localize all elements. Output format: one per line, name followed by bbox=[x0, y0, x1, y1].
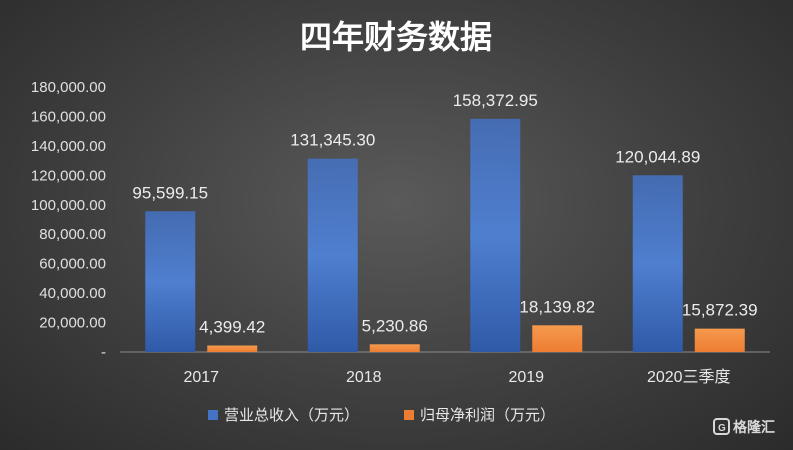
legend-label-net-profit: 归母净利润（万元） bbox=[420, 406, 555, 424]
data-label: 5,230.86 bbox=[362, 316, 428, 335]
y-tick-label: - bbox=[101, 344, 106, 361]
data-labels-group: 95,599.15 4,399.42 131,345.30 5,230.86 158,3… bbox=[132, 91, 757, 337]
x-axis: 2017 2018 2019 2020三季度 bbox=[120, 351, 770, 386]
chart-title: 四年财务数据 bbox=[300, 18, 492, 56]
y-tick-label: 40,000.00 bbox=[39, 285, 106, 302]
y-tick-label: 80,000.00 bbox=[39, 226, 106, 243]
data-label: 4,399.42 bbox=[199, 318, 265, 337]
legend: 营业总收入（万元） 归母净利润（万元） bbox=[208, 406, 555, 424]
x-tick-label: 2018 bbox=[346, 369, 382, 386]
bar-net-profit-2 bbox=[532, 325, 583, 352]
x-tick-label: 2020三季度 bbox=[647, 368, 731, 386]
y-tick-label: 120,000.00 bbox=[31, 167, 106, 184]
bar-revenue-3 bbox=[632, 175, 683, 352]
x-tick-label: 2019 bbox=[508, 369, 544, 386]
bar-revenue-2 bbox=[470, 118, 521, 353]
data-label: 120,044.89 bbox=[615, 147, 700, 166]
y-tick-label: 180,000.00 bbox=[31, 79, 106, 96]
y-tick-label: 140,000.00 bbox=[31, 138, 106, 155]
legend-label-revenue: 营业总收入（万元） bbox=[224, 406, 359, 424]
y-tick-label: 100,000.00 bbox=[31, 197, 106, 214]
x-tick-label: 2017 bbox=[183, 369, 219, 386]
data-label: 95,599.15 bbox=[132, 183, 208, 202]
bar-net-profit-0 bbox=[207, 345, 258, 352]
watermark-text: 格隆汇 bbox=[733, 419, 775, 436]
legend-swatch-revenue bbox=[208, 410, 218, 420]
g-logo-icon-letter: G bbox=[718, 423, 726, 434]
y-axis: - 20,000.00 40,000.00 60,000.00 80,000.00 100… bbox=[31, 79, 106, 361]
bar-revenue-0 bbox=[145, 211, 196, 352]
data-label: 18,139.82 bbox=[519, 297, 595, 316]
data-label: 131,345.30 bbox=[290, 131, 375, 150]
y-tick-label: 20,000.00 bbox=[39, 315, 106, 332]
bar-net-profit-1 bbox=[369, 344, 420, 352]
bar-revenue-1 bbox=[307, 158, 358, 352]
data-label: 15,872.39 bbox=[682, 301, 758, 320]
legend-swatch-net-profit bbox=[404, 410, 414, 420]
g-logo-icon bbox=[713, 418, 730, 435]
bars-group bbox=[145, 118, 745, 353]
data-label: 158,372.95 bbox=[453, 91, 538, 110]
watermark: G 格隆汇 bbox=[713, 418, 775, 436]
y-tick-label: 60,000.00 bbox=[39, 256, 106, 273]
bar-net-profit-3 bbox=[694, 328, 745, 352]
y-tick-label: 160,000.00 bbox=[31, 108, 106, 125]
